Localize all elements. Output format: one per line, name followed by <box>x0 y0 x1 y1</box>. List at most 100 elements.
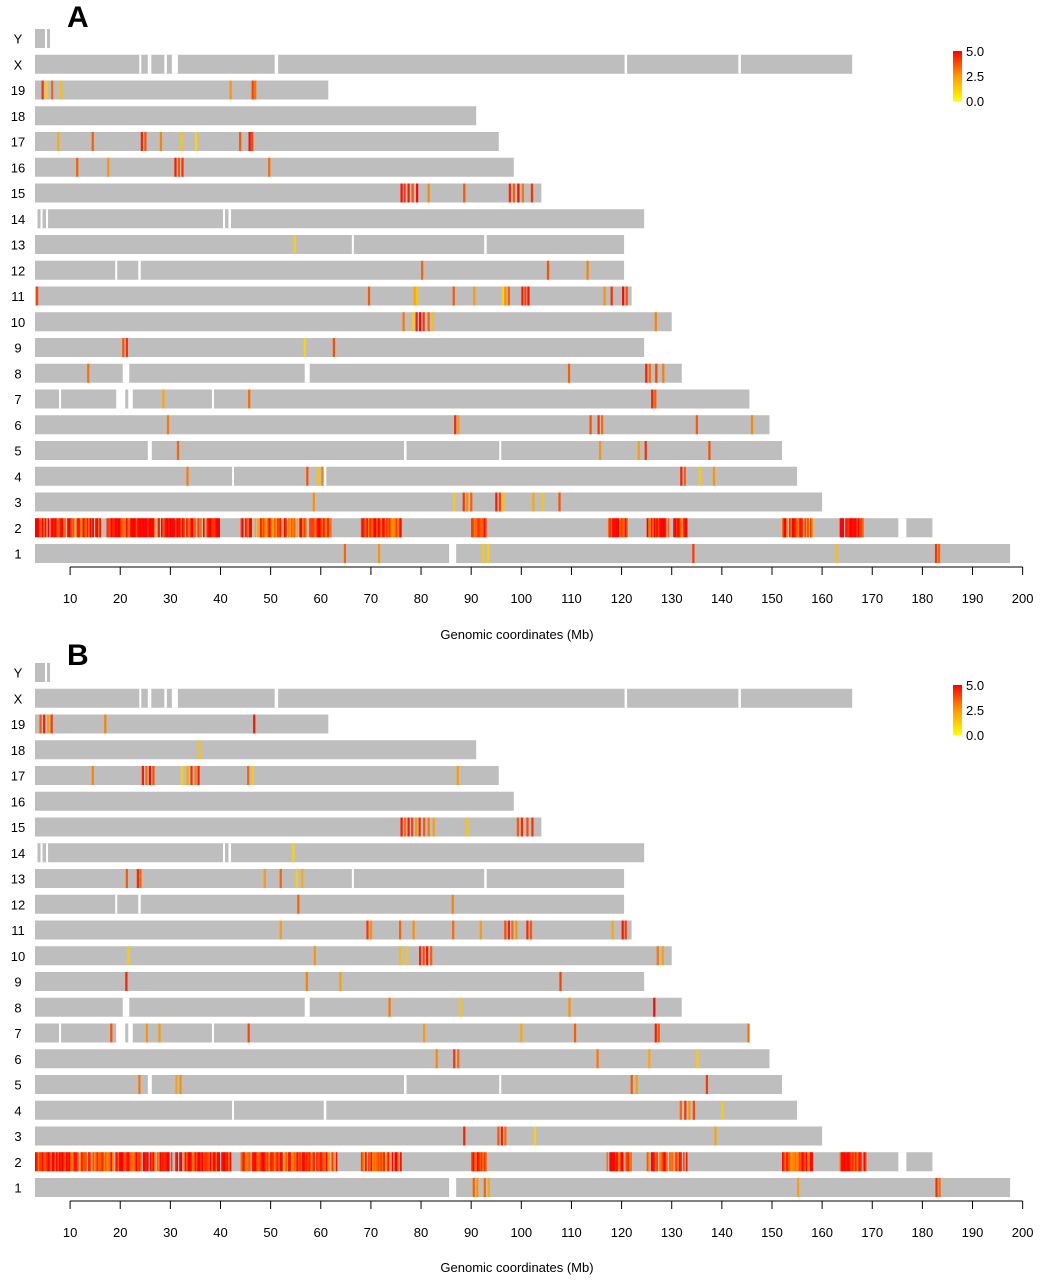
hotspot-mark <box>50 1152 52 1172</box>
hotspot-mark <box>324 1152 327 1172</box>
hotspot-mark <box>507 920 510 940</box>
chromosome-label: 1 <box>14 547 21 562</box>
x-tick-label: 20 <box>113 1225 127 1240</box>
hotspot-mark <box>328 1152 331 1172</box>
hotspot-mark <box>293 518 296 538</box>
chromosome-label: 13 <box>11 238 25 253</box>
chromosome-gap <box>40 209 43 229</box>
hotspot-mark <box>558 492 561 512</box>
hotspot-mark <box>786 518 788 538</box>
hotspot-mark <box>527 286 530 306</box>
x-tick-label: 110 <box>561 1225 582 1240</box>
hotspot-mark <box>247 1023 250 1043</box>
chromosome-bar <box>35 946 672 966</box>
hotspot-mark <box>843 1152 846 1172</box>
hotspot-mark <box>661 946 664 966</box>
hotspot-mark <box>198 740 201 760</box>
hotspot-mark <box>479 1152 482 1172</box>
hotspot-mark <box>149 518 152 538</box>
hotspot-mark <box>790 518 793 538</box>
hotspot-mark <box>260 1152 262 1172</box>
x-tick-label: 150 <box>761 1225 783 1240</box>
hotspot-mark <box>317 518 320 538</box>
hotspot-mark <box>497 1126 500 1146</box>
hotspot-mark <box>275 1152 278 1172</box>
hotspot-mark <box>498 492 501 512</box>
hotspot-mark <box>621 920 624 940</box>
hotspot-mark <box>197 1152 199 1172</box>
hotspot-mark <box>144 518 146 538</box>
hotspot-mark <box>125 972 128 991</box>
hotspot-mark <box>168 1152 170 1172</box>
hotspot-mark <box>137 1152 139 1172</box>
hotspot-mark <box>479 920 482 940</box>
hotspot-mark <box>791 518 794 538</box>
chromosome-label: 4 <box>14 469 21 484</box>
hotspot-mark <box>64 518 66 538</box>
hotspot-mark <box>125 869 128 888</box>
hotspot-mark <box>671 1152 674 1172</box>
hotspot-mark <box>269 1152 272 1172</box>
hotspot-mark <box>325 1152 328 1172</box>
x-tick-label: 90 <box>464 1225 478 1240</box>
hotspot-mark <box>653 1152 656 1172</box>
chromosome-gap <box>122 363 130 383</box>
hotspot-mark <box>688 1100 691 1120</box>
chromosome-gap <box>499 441 502 460</box>
hotspot-mark <box>680 518 682 538</box>
hotspot-mark <box>57 1152 59 1172</box>
hotspot-mark <box>138 1152 141 1172</box>
hotspot-mark <box>842 1152 845 1172</box>
hotspot-mark <box>72 518 75 538</box>
chromosome-8: 8 <box>14 363 682 383</box>
hotspot-mark <box>650 1152 653 1172</box>
hotspot-mark <box>184 1152 187 1172</box>
hotspot-mark <box>431 312 434 332</box>
hotspot-mark <box>119 1152 121 1172</box>
hotspot-mark <box>70 518 72 538</box>
hotspot-mark <box>140 132 143 151</box>
chromosome-15: 15 <box>11 817 542 837</box>
hotspot-mark <box>808 1152 811 1172</box>
hotspot-mark <box>272 1152 275 1172</box>
hotspot-mark <box>156 518 159 538</box>
x-tick-label: 40 <box>213 1225 227 1240</box>
hotspot-mark <box>332 1152 335 1172</box>
hotspot-mark <box>295 1152 297 1172</box>
hotspot-mark <box>179 1075 182 1094</box>
hotspot-mark <box>475 1152 477 1172</box>
hotspot-mark <box>620 518 623 538</box>
chromosome-gap <box>304 363 310 383</box>
hotspot-mark <box>625 286 628 306</box>
hotspot-mark <box>620 1152 623 1172</box>
hotspot-mark <box>846 1152 849 1172</box>
hotspot-mark <box>258 1152 261 1172</box>
hotspot-mark <box>60 518 62 538</box>
hotspot-mark <box>800 518 802 538</box>
hotspot-mark <box>482 544 485 563</box>
hotspot-mark <box>67 518 69 538</box>
chromosome-bar <box>35 132 499 151</box>
hotspot-mark <box>374 1152 377 1172</box>
hotspot-mark <box>512 183 515 203</box>
hotspot-mark <box>674 518 677 538</box>
chromosome-bar <box>35 157 514 177</box>
hotspot-mark <box>485 518 487 538</box>
chromosome-X: X <box>14 688 853 708</box>
hotspot-mark <box>149 1152 152 1172</box>
hotspot-mark <box>419 946 422 966</box>
hotspot-mark <box>103 1152 106 1172</box>
legend-tick-label: 2.5 <box>966 703 984 718</box>
chromosome-4: 4 <box>14 1100 798 1120</box>
hotspot-mark <box>64 1152 66 1172</box>
hotspot-mark <box>811 518 814 538</box>
hotspot-mark <box>265 1152 268 1172</box>
hotspot-mark <box>391 1152 394 1172</box>
hotspot-mark <box>248 518 251 538</box>
hotspot-mark <box>244 1152 247 1172</box>
hotspot-mark <box>360 1152 363 1172</box>
hotspot-mark <box>210 1152 212 1172</box>
hotspot-mark <box>254 80 257 100</box>
